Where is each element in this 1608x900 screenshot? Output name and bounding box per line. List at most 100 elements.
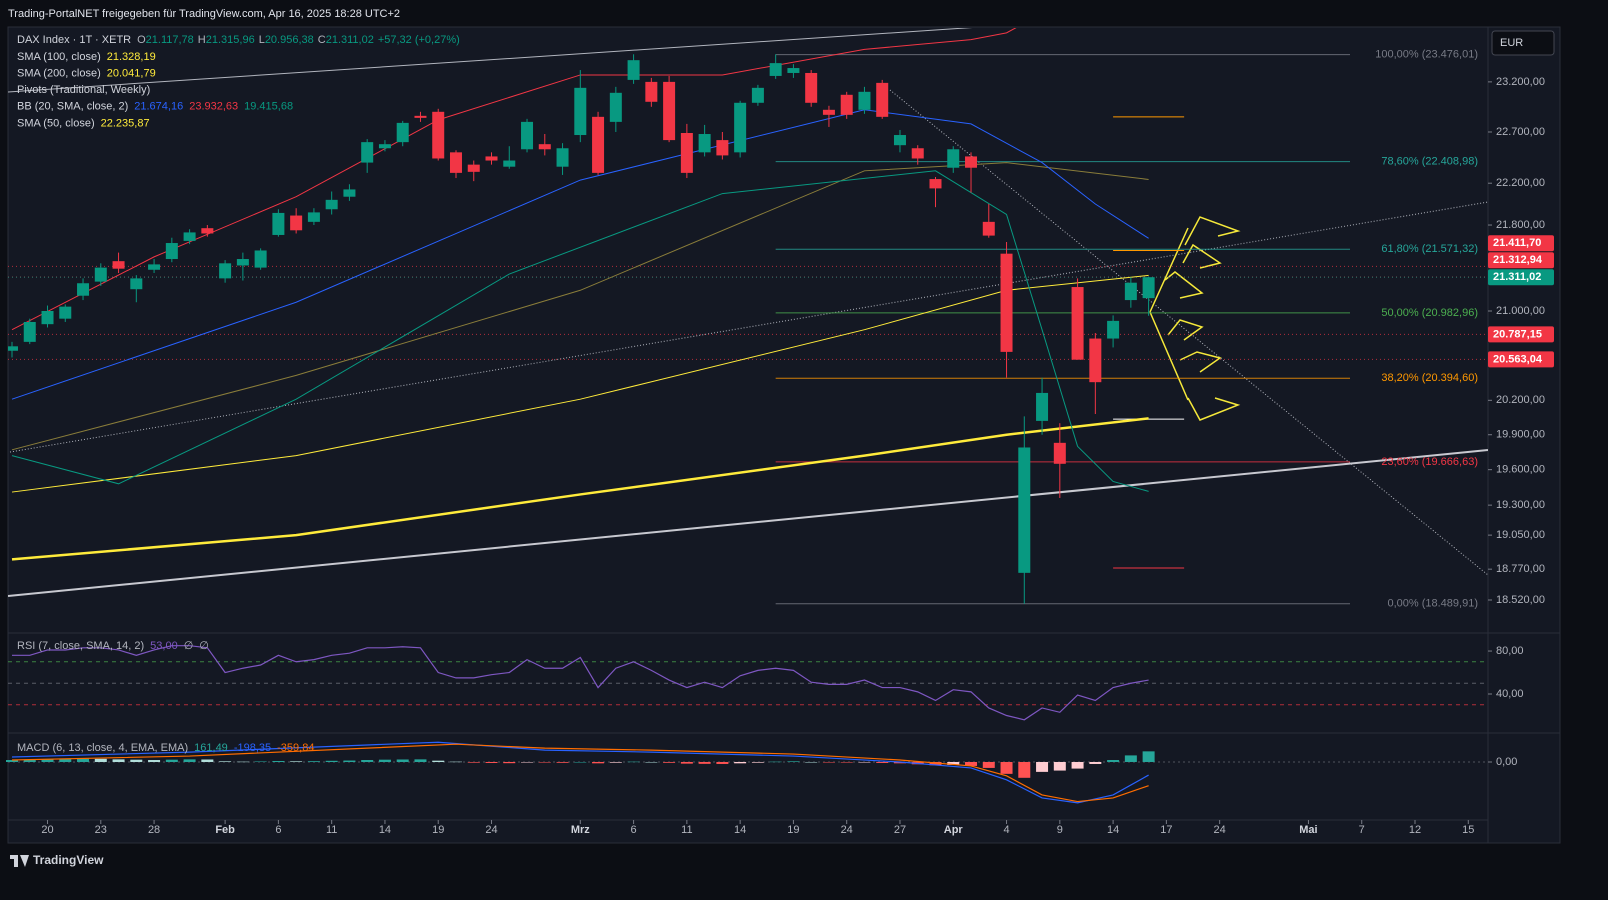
legend-text: -359,84 — [277, 742, 314, 754]
candle-body — [41, 310, 54, 325]
macd-histogram-bar — [1053, 761, 1066, 771]
macd-histogram-bar — [59, 759, 72, 762]
fib-label: 78,60% (22.408,98) — [1381, 156, 1478, 168]
x-tick-label: 24 — [841, 824, 853, 836]
macd-histogram-bar — [1018, 761, 1031, 778]
candle-body — [609, 92, 622, 122]
chart-frame — [7, 26, 1561, 844]
y-tick-label: 21.000,00 — [1496, 305, 1545, 317]
drawings — [8, 28, 1488, 597]
legend-text: ∅ — [184, 640, 194, 652]
macd-histogram-bar — [449, 761, 462, 763]
candle-body — [467, 164, 480, 172]
macd-histogram-bar — [698, 761, 711, 764]
price-tag-label: 21.312,94 — [1493, 254, 1543, 266]
price-tag-label: 21.311,02 — [1493, 271, 1541, 283]
header-title: Trading-PortalNET freigegeben für Tradin… — [8, 8, 400, 20]
candle-body — [592, 116, 605, 173]
macd-histogram-bar — [343, 760, 356, 762]
candle-body — [982, 221, 995, 236]
candle-body — [148, 264, 161, 270]
arrows — [1149, 216, 1241, 421]
candle-body — [112, 261, 125, 269]
candle-body — [893, 135, 906, 146]
currency-button[interactable] — [1491, 30, 1555, 56]
x-tick-label: 4 — [1003, 824, 1009, 836]
y-tick-label: 19.300,00 — [1496, 499, 1545, 511]
y-tick-label: 18.770,00 — [1496, 563, 1545, 575]
candle-body — [77, 283, 90, 296]
candle-body — [965, 156, 978, 168]
macd-histogram-bar — [432, 760, 445, 762]
macd-histogram-bar — [201, 759, 214, 762]
candle-body — [503, 160, 516, 167]
candle-body — [485, 156, 498, 161]
macd-histogram-bar — [592, 761, 605, 764]
candle-body — [1000, 253, 1013, 352]
legend-text: 19.415,68 — [244, 101, 293, 113]
x-tick-label: 23 — [95, 824, 107, 836]
macd-histogram-bar — [41, 759, 54, 762]
x-tick-label: 12 — [1409, 824, 1421, 836]
x-tick-label: 11 — [681, 824, 692, 836]
candle-body — [698, 134, 711, 153]
macd-histogram-bar — [929, 761, 942, 766]
x-tick-label: 27 — [894, 824, 906, 836]
y-tick-label: 21.800,00 — [1496, 219, 1545, 231]
x-tick-label: 14 — [379, 824, 391, 836]
legend-text: 21.117,78 — [146, 34, 194, 46]
indicator-line — [11, 417, 1149, 561]
macd-histogram-bar — [716, 761, 729, 764]
x-tick-label: 17 — [1160, 824, 1172, 836]
price-tag — [1488, 235, 1554, 252]
legend-text: L — [259, 34, 265, 46]
candle-body — [1089, 338, 1102, 383]
macd-histogram-bar — [254, 761, 267, 762]
macd-histogram-bar — [236, 761, 249, 763]
legend-text: C — [318, 34, 326, 46]
candle-body — [787, 68, 800, 73]
macd-histogram-bar — [77, 758, 90, 762]
candle-body — [8, 346, 18, 351]
arrow — [1179, 351, 1241, 421]
legend-text: SMA (100, close) — [17, 51, 101, 63]
x-tick-label: 11 — [326, 824, 337, 836]
legend-text: SMA (200, close) — [17, 68, 101, 80]
x-tick-label: 24 — [485, 824, 497, 836]
candle-body — [822, 109, 835, 115]
fib-label: 23,60% (19.666,63) — [1381, 456, 1478, 468]
candle-body — [1036, 392, 1049, 421]
legend-text: 22.235,87 — [101, 117, 150, 129]
macd-histogram-bar — [538, 761, 551, 763]
macd-histogram-bar — [787, 761, 800, 762]
macd-histogram-bar — [1107, 760, 1120, 762]
arrow-fan — [1149, 227, 1189, 401]
macd-histogram-bar — [982, 761, 995, 768]
legend-text: -198,35 — [234, 742, 271, 754]
macd-histogram-bar — [965, 761, 978, 766]
indicator-line — [11, 28, 1017, 331]
legend-text: +57,32 (+0,27%) — [378, 34, 460, 46]
arrow — [1182, 216, 1241, 269]
legend-text: 20.041,79 — [107, 68, 156, 80]
candle-body — [272, 212, 285, 235]
macd-histogram-bar — [130, 759, 143, 762]
legend-text: 21.311,02 — [326, 34, 374, 46]
candle-body — [840, 94, 853, 115]
legend-text: RSI (7, close, SMA, 14, 2) — [17, 640, 144, 652]
arrow — [1164, 271, 1204, 341]
candle-body — [929, 179, 942, 189]
x-tick-label: 9 — [1057, 824, 1063, 836]
trendline — [9, 201, 1488, 453]
fib-label: 0,00% (18.489,91) — [1387, 598, 1478, 610]
macd-histogram-bar — [574, 761, 587, 763]
currency[interactable]: EUR — [1500, 37, 1523, 49]
macd-histogram-bar — [290, 761, 303, 762]
macd-histogram-bar — [521, 761, 534, 763]
x-tick-label: 20 — [41, 824, 53, 836]
fib-label: 61,80% (21.571,32) — [1381, 243, 1478, 255]
candle-body — [680, 132, 693, 173]
legend-text: SMA (50, close) — [17, 117, 95, 129]
legend-text: 21.328,19 — [107, 51, 156, 63]
